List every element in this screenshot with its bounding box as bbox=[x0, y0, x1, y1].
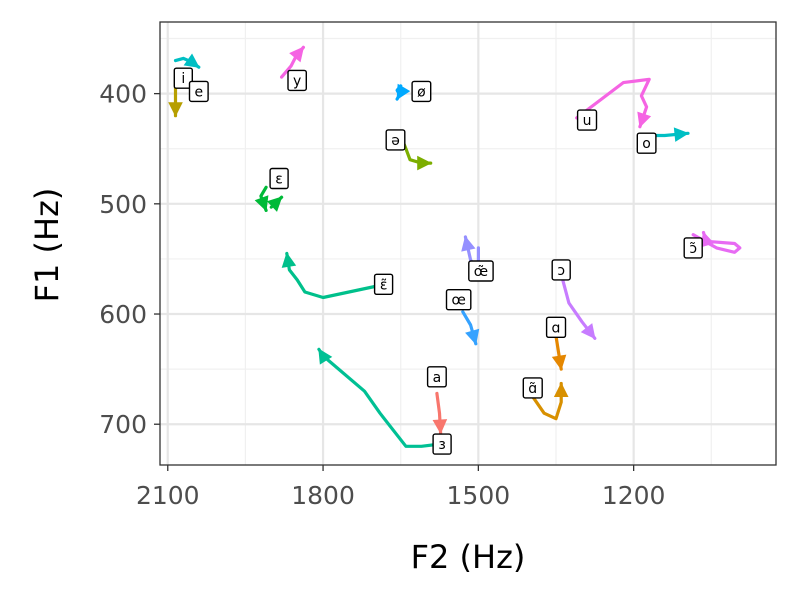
trajectory-arrowhead bbox=[183, 53, 200, 68]
series-layer bbox=[168, 45, 742, 448]
trajectory-arrowhead bbox=[266, 196, 283, 212]
vowel-label-text: y bbox=[293, 73, 301, 89]
vowel-label-box bbox=[411, 80, 432, 103]
vowel-label-box bbox=[576, 109, 598, 131]
vowel-label-text: ə bbox=[391, 133, 400, 149]
vowel-label: u bbox=[576, 109, 598, 131]
trajectory-arrowhead bbox=[551, 354, 567, 371]
vowel-label-box bbox=[188, 80, 209, 103]
vowel-label-text: e bbox=[195, 84, 204, 100]
vowel-label: ɑ bbox=[545, 316, 567, 338]
vowel-label-box bbox=[545, 316, 567, 338]
trajectory-arrowhead bbox=[168, 102, 183, 117]
vowel-label: ø bbox=[411, 80, 432, 103]
vowel-label-box bbox=[373, 273, 394, 295]
y-tick-label: 600 bbox=[99, 300, 147, 329]
trajectory-arrowhead bbox=[465, 328, 480, 345]
vowel-label-box bbox=[522, 377, 543, 399]
vowel-label-text: ɔ bbox=[557, 263, 565, 279]
x-tick-label: 2100 bbox=[136, 481, 200, 510]
trajectory-arrowhead bbox=[289, 46, 305, 63]
vowel-label-text: œ̃ bbox=[474, 264, 488, 280]
vowel-label: i bbox=[173, 67, 194, 89]
vowel-label: y bbox=[287, 69, 307, 92]
vowel-label-text: ɛ̃ bbox=[380, 277, 388, 293]
trajectory-arrowhead bbox=[637, 111, 652, 128]
trajectory-arrowhead bbox=[417, 155, 432, 171]
vowel-label: ɛ bbox=[269, 167, 289, 190]
x-axis-title: F2 (Hz) bbox=[411, 538, 526, 576]
vowel-label-box bbox=[551, 259, 571, 281]
grid-layer bbox=[160, 22, 776, 465]
trajectory-arrowhead bbox=[580, 323, 596, 340]
vowel-label-box bbox=[683, 237, 703, 259]
vowel-label-text: ɛ bbox=[275, 171, 283, 187]
vowel-label-text: ɑ bbox=[552, 320, 561, 336]
vowel-label: ɛ̃ bbox=[373, 273, 394, 295]
vowel-label: ɜ bbox=[432, 433, 452, 455]
vowel-label-text: ɜ bbox=[438, 437, 445, 453]
vowel-label: a bbox=[426, 366, 447, 388]
vowel-label: o bbox=[636, 132, 657, 154]
trajectory-arrowhead bbox=[432, 419, 448, 435]
vowel-label-box bbox=[287, 69, 307, 92]
vowel-label: ɔ bbox=[551, 259, 571, 281]
vowel-label: ɑ̃ bbox=[522, 377, 543, 399]
vowel-label-box bbox=[432, 433, 452, 455]
trajectory-arrowhead bbox=[553, 382, 569, 397]
trajectory-arrowhead bbox=[461, 235, 476, 252]
x-tick-label: 1800 bbox=[291, 481, 355, 510]
vowel-label: œ bbox=[445, 289, 472, 311]
vowel-label-text: œ bbox=[452, 293, 466, 309]
vowel-label-text: o bbox=[642, 136, 651, 152]
trajectory-arrowhead bbox=[318, 348, 333, 365]
vowel-label-box bbox=[445, 289, 472, 311]
vowel-label: ɔ̃ bbox=[683, 237, 703, 259]
y-tick-label: 500 bbox=[99, 190, 147, 219]
vowel-label-text: ø bbox=[417, 84, 426, 100]
axis-ticks: 2100 1800 1500 1200 400 500 600 700 bbox=[99, 80, 665, 510]
y-tick-label: 700 bbox=[99, 410, 147, 439]
trajectory-arrowhead bbox=[254, 195, 269, 212]
vowel-label-box bbox=[385, 129, 406, 151]
vowel-label: ə bbox=[385, 129, 406, 151]
vowel-label-text: ɔ̃ bbox=[689, 241, 697, 257]
y-tick-label: 400 bbox=[99, 80, 147, 109]
trajectory-arrowhead bbox=[396, 83, 411, 101]
x-tick-label: 1500 bbox=[447, 481, 511, 510]
trajectory-arrowhead bbox=[281, 252, 297, 268]
vowel-label-text: i bbox=[181, 71, 185, 87]
vowel-label-box bbox=[269, 167, 289, 190]
trajectory-line bbox=[285, 251, 377, 300]
x-tick-label: 1200 bbox=[602, 481, 666, 510]
vowel-label-box bbox=[636, 132, 657, 154]
vowel-labels: ie y ø ə ɛ u o ɛ̃ œ̃ ɔ̃ œ ɔ ɑ a ɜ ɑ̃ bbox=[173, 67, 703, 455]
y-axis-title: F1 (Hz) bbox=[28, 188, 66, 303]
vowel-label-box bbox=[468, 260, 494, 282]
plot-border bbox=[159, 21, 777, 466]
trajectory-line bbox=[575, 77, 651, 129]
vowel-label-box bbox=[426, 366, 447, 388]
trajectory-arrowhead bbox=[673, 127, 690, 142]
vowel-label: e bbox=[188, 80, 209, 103]
vowel-label-text: u bbox=[583, 113, 592, 129]
vowel-label-box bbox=[173, 67, 194, 89]
vowel-label-text: ɑ̃ bbox=[528, 381, 537, 397]
vowel-label: œ̃ bbox=[468, 260, 494, 282]
vowel-label-text: a bbox=[433, 370, 442, 386]
